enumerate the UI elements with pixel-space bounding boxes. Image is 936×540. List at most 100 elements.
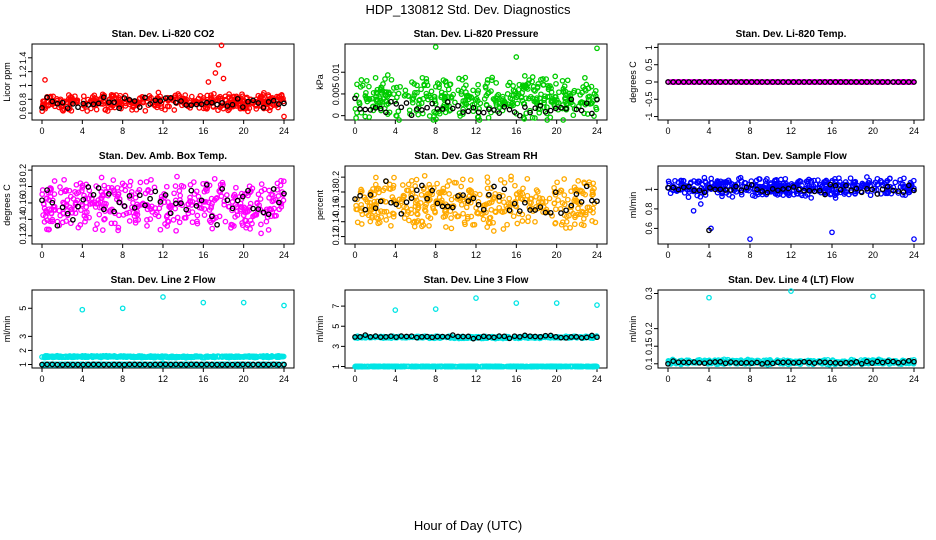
data-point xyxy=(201,188,208,195)
data-point xyxy=(531,98,538,105)
data-point xyxy=(136,104,143,110)
y-tick-label: 0.8 xyxy=(18,93,28,106)
data-point xyxy=(366,83,372,90)
y-tick-label: 3 xyxy=(18,334,28,339)
data-point xyxy=(208,92,214,99)
data-point xyxy=(490,228,497,234)
data-point xyxy=(764,79,771,85)
outlier-point xyxy=(160,294,166,300)
data-point xyxy=(516,112,523,119)
data-point xyxy=(40,101,46,108)
data-point xyxy=(66,187,73,194)
data-point xyxy=(110,177,117,183)
x-tick-label: 20 xyxy=(239,126,249,136)
data-point xyxy=(571,87,578,94)
data-point xyxy=(484,90,491,97)
data-point xyxy=(281,100,287,107)
y-tick-label: 0.01 xyxy=(331,63,341,81)
data-point xyxy=(126,218,133,224)
data-point xyxy=(547,114,554,121)
data-point xyxy=(510,83,516,89)
y-tick-label: -0.5 xyxy=(644,92,654,108)
data-point xyxy=(424,82,431,89)
data-point xyxy=(128,189,135,195)
x-tick-label: 16 xyxy=(198,126,208,136)
data-point xyxy=(486,106,492,113)
data-point xyxy=(193,101,200,108)
outlier-point xyxy=(79,306,86,313)
series-1 xyxy=(665,288,917,368)
data-point xyxy=(95,100,102,107)
data-point xyxy=(257,196,264,202)
data-point xyxy=(54,100,61,107)
x-tick-label: 0 xyxy=(665,374,670,384)
data-point xyxy=(554,179,560,186)
x-tick-label: 20 xyxy=(239,374,249,384)
data-point xyxy=(867,192,874,199)
x-tick-label: 12 xyxy=(471,374,481,384)
outlier-point xyxy=(513,54,520,60)
data-point xyxy=(211,90,217,97)
y-tick-label: 0.5 xyxy=(644,58,654,71)
x-tick-label: 24 xyxy=(279,374,289,384)
data-point xyxy=(171,107,178,113)
outlier-point xyxy=(212,70,219,76)
data-point xyxy=(458,91,465,97)
data-point xyxy=(239,104,246,110)
data-point xyxy=(143,178,150,185)
data-point xyxy=(717,79,724,85)
data-point xyxy=(383,98,389,105)
data-point xyxy=(208,203,215,209)
data-point xyxy=(260,104,267,111)
outlier-point xyxy=(685,194,692,201)
data-point xyxy=(405,181,412,188)
data-point xyxy=(575,205,581,212)
data-point xyxy=(564,196,571,203)
y-tick-label: 1 xyxy=(331,364,341,369)
data-point xyxy=(446,191,452,197)
data-point xyxy=(551,184,557,191)
data-point xyxy=(506,106,513,113)
x-tick-label: 8 xyxy=(433,126,438,136)
data-point xyxy=(818,79,825,85)
data-point xyxy=(255,100,262,106)
data-point xyxy=(504,91,511,97)
data-point xyxy=(438,92,445,99)
data-point xyxy=(391,174,397,181)
chart-title: Stan. Dev. Line 3 Flow xyxy=(424,275,529,286)
data-point xyxy=(156,205,163,212)
data-point xyxy=(788,79,794,85)
data-point xyxy=(177,197,183,203)
data-point xyxy=(588,83,595,90)
data-point xyxy=(449,105,456,112)
data-point xyxy=(474,90,481,97)
data-point xyxy=(566,90,573,97)
data-point xyxy=(560,117,567,123)
data-point xyxy=(421,172,428,179)
data-point xyxy=(84,108,91,114)
data-point xyxy=(410,95,417,102)
data-point xyxy=(406,217,412,224)
outlier-point xyxy=(432,306,439,312)
data-point xyxy=(476,105,482,112)
data-point xyxy=(514,100,521,107)
data-point xyxy=(280,178,287,185)
data-point xyxy=(675,79,682,85)
data-point xyxy=(568,96,575,103)
data-point xyxy=(190,179,197,185)
data-point xyxy=(177,192,184,199)
data-point xyxy=(108,92,115,98)
data-point xyxy=(796,79,802,85)
data-point xyxy=(176,219,183,226)
y-tick-label: 5 xyxy=(18,306,28,311)
data-point xyxy=(378,84,385,91)
data-point xyxy=(245,98,251,105)
x-tick-label: 0 xyxy=(352,374,357,384)
data-point xyxy=(892,179,899,186)
data-point xyxy=(221,201,228,208)
data-point xyxy=(840,79,847,85)
data-point xyxy=(173,99,179,106)
data-point xyxy=(362,93,369,99)
